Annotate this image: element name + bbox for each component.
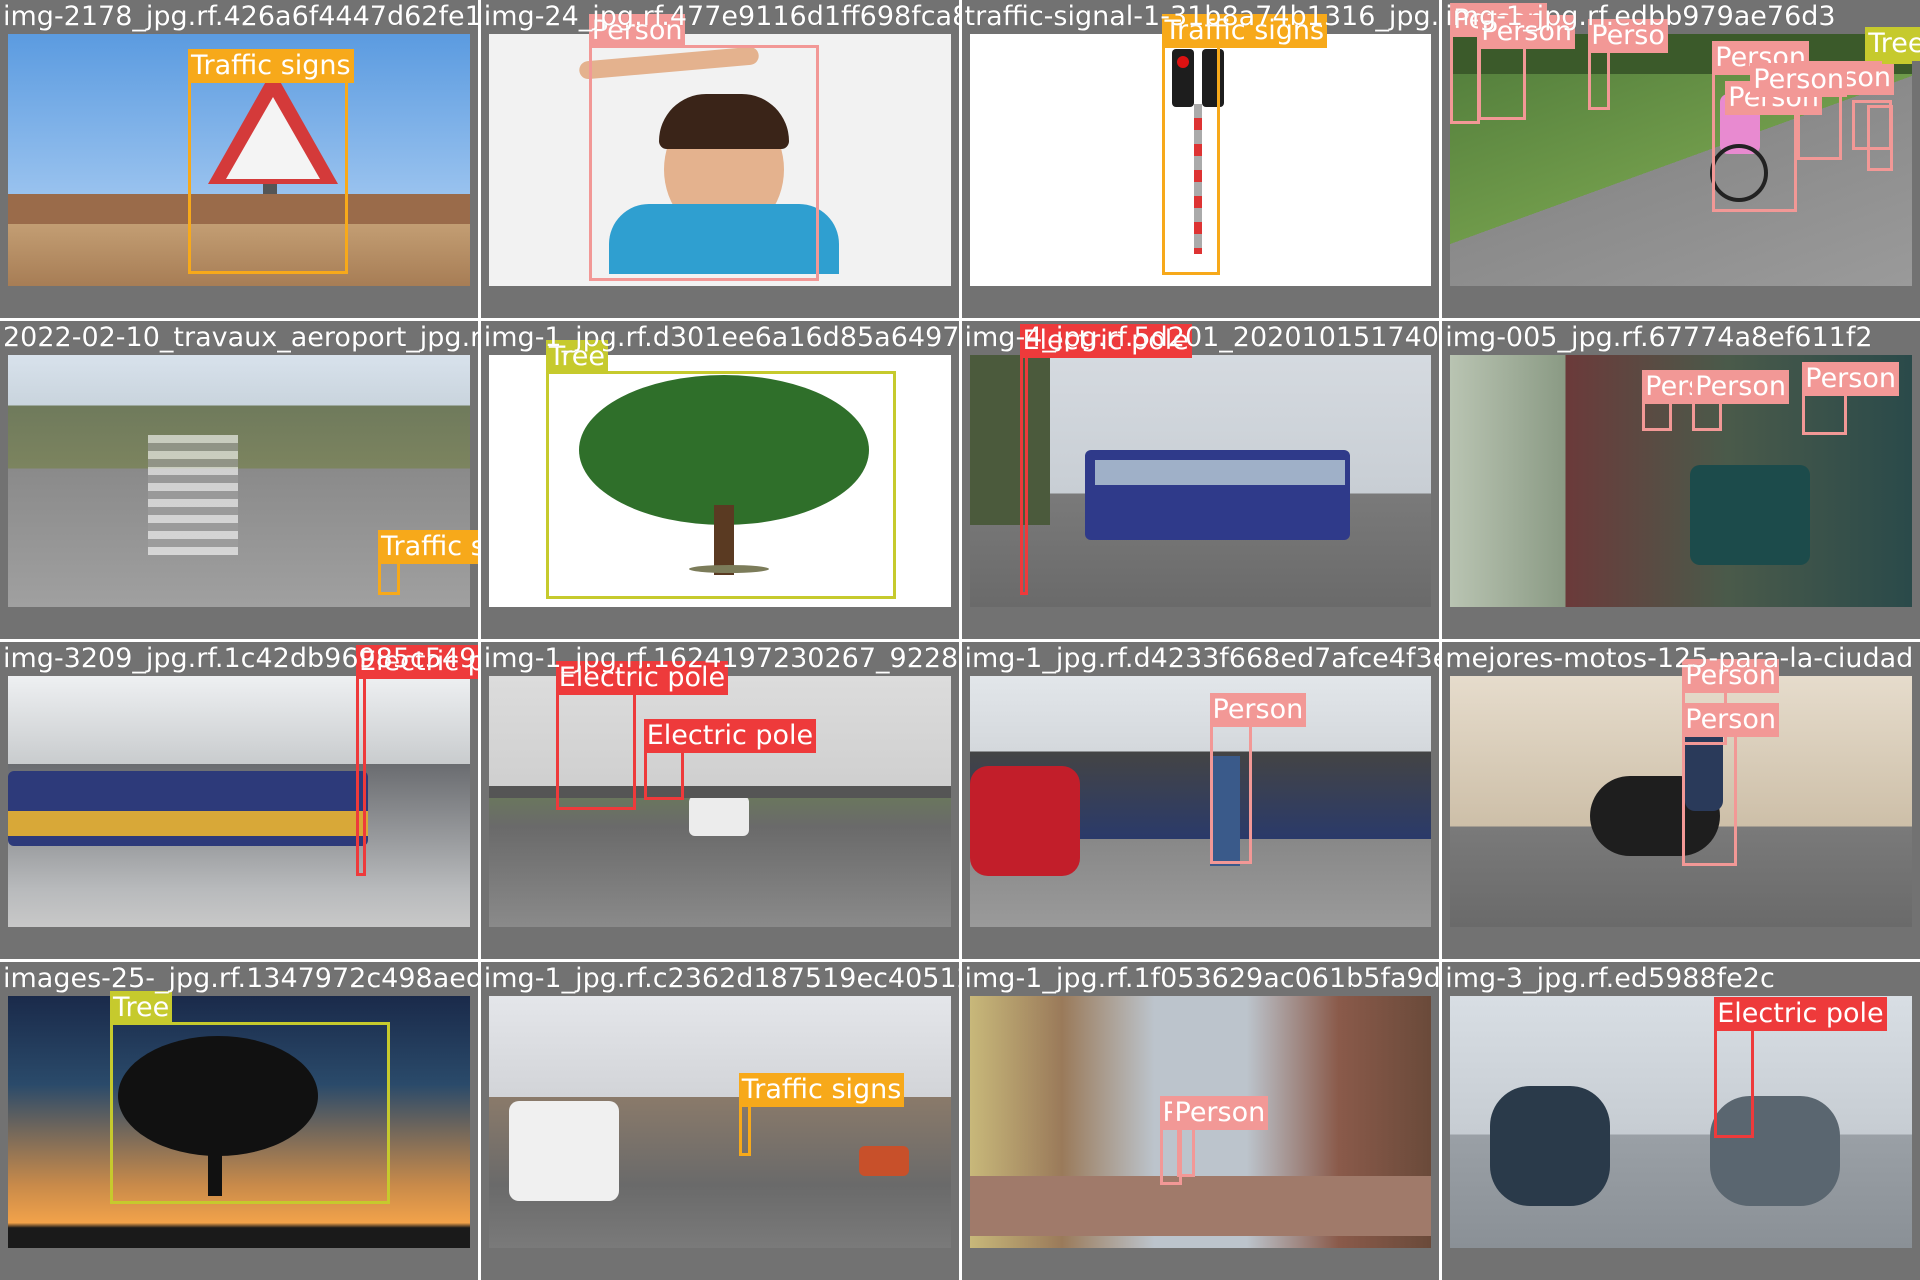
bounding-box: Person <box>1478 15 1575 120</box>
photo <box>488 996 951 1248</box>
bounding-box: Electric pole <box>1019 323 1192 595</box>
bounding-box: Electric p <box>356 644 478 876</box>
grid-cell: Traffic signs 2022-02-10_travaux_aeropor… <box>0 320 478 639</box>
box-label: Electric pole <box>555 660 729 695</box>
bounding-box: Person <box>1450 3 1547 124</box>
box-label: Electric pole <box>1019 323 1192 358</box>
box-label: Person <box>1682 702 1779 737</box>
box-label: Traffic signs <box>188 49 354 83</box>
box-label: Electric pole <box>1714 997 1887 1032</box>
box-label: Tree <box>1865 27 1920 61</box>
grid-cell: Traffic signs img-2178_jpg.rf.426a6f4447… <box>0 0 478 318</box>
box-label: Person <box>1802 361 1899 396</box>
grid-cell: Person img-1_jpg.rf.d4233f668ed7afce4f3e… <box>961 641 1440 960</box>
grid-cell: Electric pole img-4_jpg.rf.5d201_2020101… <box>961 320 1440 639</box>
grid-cell: Traffic signs img-1_jpg.rf.c2362d187519e… <box>480 962 959 1280</box>
photo <box>488 34 951 286</box>
bounding-box: Electric pole <box>555 660 729 810</box>
filename-caption: img-3209_jpg.rf.1c42db96985c549752 <box>3 642 478 674</box>
box-label: Traffic signs <box>378 529 478 564</box>
bounding-box: Person <box>1692 369 1789 431</box>
grid-cell: Person Person Perso Person Person Person… <box>1442 0 1920 318</box>
filename-caption: img-1_jpg.rf.c2362d187519ec4051249386 <box>483 963 959 995</box>
bounding-box: Perso <box>1588 19 1668 110</box>
grid-cell: Person img-24_jpg.rf.477e9116d1ff698fca8… <box>480 0 959 318</box>
photo <box>1450 996 1912 1248</box>
bounding-box: Person <box>1642 369 1739 431</box>
filename-caption: img-005_jpg.rf.67774a8ef611f2 <box>1445 321 1873 353</box>
bounding-box: Person <box>588 14 819 281</box>
box-label: Traffic signs <box>738 1073 905 1108</box>
filename-caption: img-3_jpg.rf.ed5988fe2c <box>1445 963 1775 995</box>
filename-caption: mejores-motos-125-para-la-ciudad <box>1445 642 1914 674</box>
bounding-box: Person <box>1682 702 1779 866</box>
bounding-box: Person <box>1802 361 1899 435</box>
photo <box>8 354 470 607</box>
bounding-box: Tree <box>545 339 896 599</box>
box-label: Person <box>1682 658 1779 693</box>
filename-caption: img-4_jpg.rf.5d201_20201015174030-0105 <box>964 321 1440 353</box>
bounding-box: Electric pole <box>643 718 817 800</box>
bounding-box: Person <box>1209 692 1307 864</box>
grid-cell: Person Person mejores-motos-125-para-la-… <box>1442 641 1920 960</box>
photo <box>1450 675 1912 928</box>
box-label: Electric pole <box>643 718 817 753</box>
bounding-box: Electric pole <box>1714 997 1887 1139</box>
grid-cell: Person Person img-1_jpg.rf.1f053629ac061… <box>961 962 1440 1280</box>
box-label: Person <box>1171 1096 1269 1131</box>
photo <box>969 675 1432 928</box>
filename-caption: img-1_jpg.rf.d4233f668ed7afce4f3e3a20 <box>964 642 1440 674</box>
bounding-box: Traffic signs <box>378 529 478 595</box>
filename-caption: img-24_jpg.rf.477e9116d1ff698fca8f4903 <box>483 1 959 32</box>
bounding-box: Traffic signs <box>738 1073 905 1157</box>
filename-caption: img-1_jpg.rf.1f053629ac061b5fa9d4a733 <box>964 963 1440 995</box>
grid-cell: Electric p img-3209_jpg.rf.1c42db96985c5… <box>0 641 478 960</box>
filename-caption: 2022-02-10_travaux_aeroport_jpg.rf.16bb5 <box>3 321 478 353</box>
box-label: Person <box>1209 692 1307 727</box>
box-label: Person <box>1750 63 1847 97</box>
photo <box>488 354 951 607</box>
box-label: Traffic signs <box>1161 14 1328 48</box>
filename-caption: img-2178_jpg.rf.426a6f4447d62fe1a9f24359 <box>3 1 478 32</box>
grid-cell: Electric pole img-3_jpg.rf.ed5988fe2c <box>1442 962 1920 1280</box>
grid-cell: Electric pole Electric pole img-1_jpg.rf… <box>480 641 959 960</box>
photo <box>488 675 951 928</box>
bounding-box: Tree <box>110 991 390 1205</box>
box-label: Electric p <box>356 644 478 679</box>
box-label: Perso <box>1588 19 1668 53</box>
filename-caption: images-25-_jpg.rf.1347972c498aed1032396 <box>3 963 478 995</box>
box-label: Person <box>1692 369 1789 404</box>
photo <box>8 675 470 928</box>
grid-cell: Tree images-25-_jpg.rf.1347972c498aed103… <box>0 962 478 1280</box>
grid-cell: Person Person Person img-005_jpg.rf.6777… <box>1442 320 1920 639</box>
filename-caption: img-1_jpg.rf.d301ee6a16d85a64977 <box>483 321 959 353</box>
bounding-box: Traffic signs <box>188 49 354 274</box>
bounding-box: Tree <box>1865 27 1920 64</box>
box-label: Person <box>588 14 686 48</box>
grid-cell: Tree img-1_jpg.rf.d301ee6a16d85a64977 <box>480 320 959 639</box>
bounding-box: Person <box>1750 63 1894 171</box>
photo <box>8 996 470 1248</box>
box-label: Tree <box>110 991 173 1026</box>
bounding-box: Person <box>1171 1096 1269 1178</box>
grid-cell: Traffic signs traffic-signal-1-31b8a74b1… <box>961 0 1440 318</box>
filename-caption: traffic-signal-1-31b8a74b1316_jpg.rf <box>964 1 1440 32</box>
bounding-box: Traffic signs <box>1161 14 1328 275</box>
filename-caption: img-1_jpg.rf.edbb979ae76d3 <box>1445 1 1836 32</box>
box-label: Person <box>1478 15 1575 49</box>
box-label: Tree <box>545 339 609 374</box>
filename-caption: img-1_jpg.rf.1624197230267_9228304273 <box>483 642 959 674</box>
photo <box>969 354 1432 607</box>
